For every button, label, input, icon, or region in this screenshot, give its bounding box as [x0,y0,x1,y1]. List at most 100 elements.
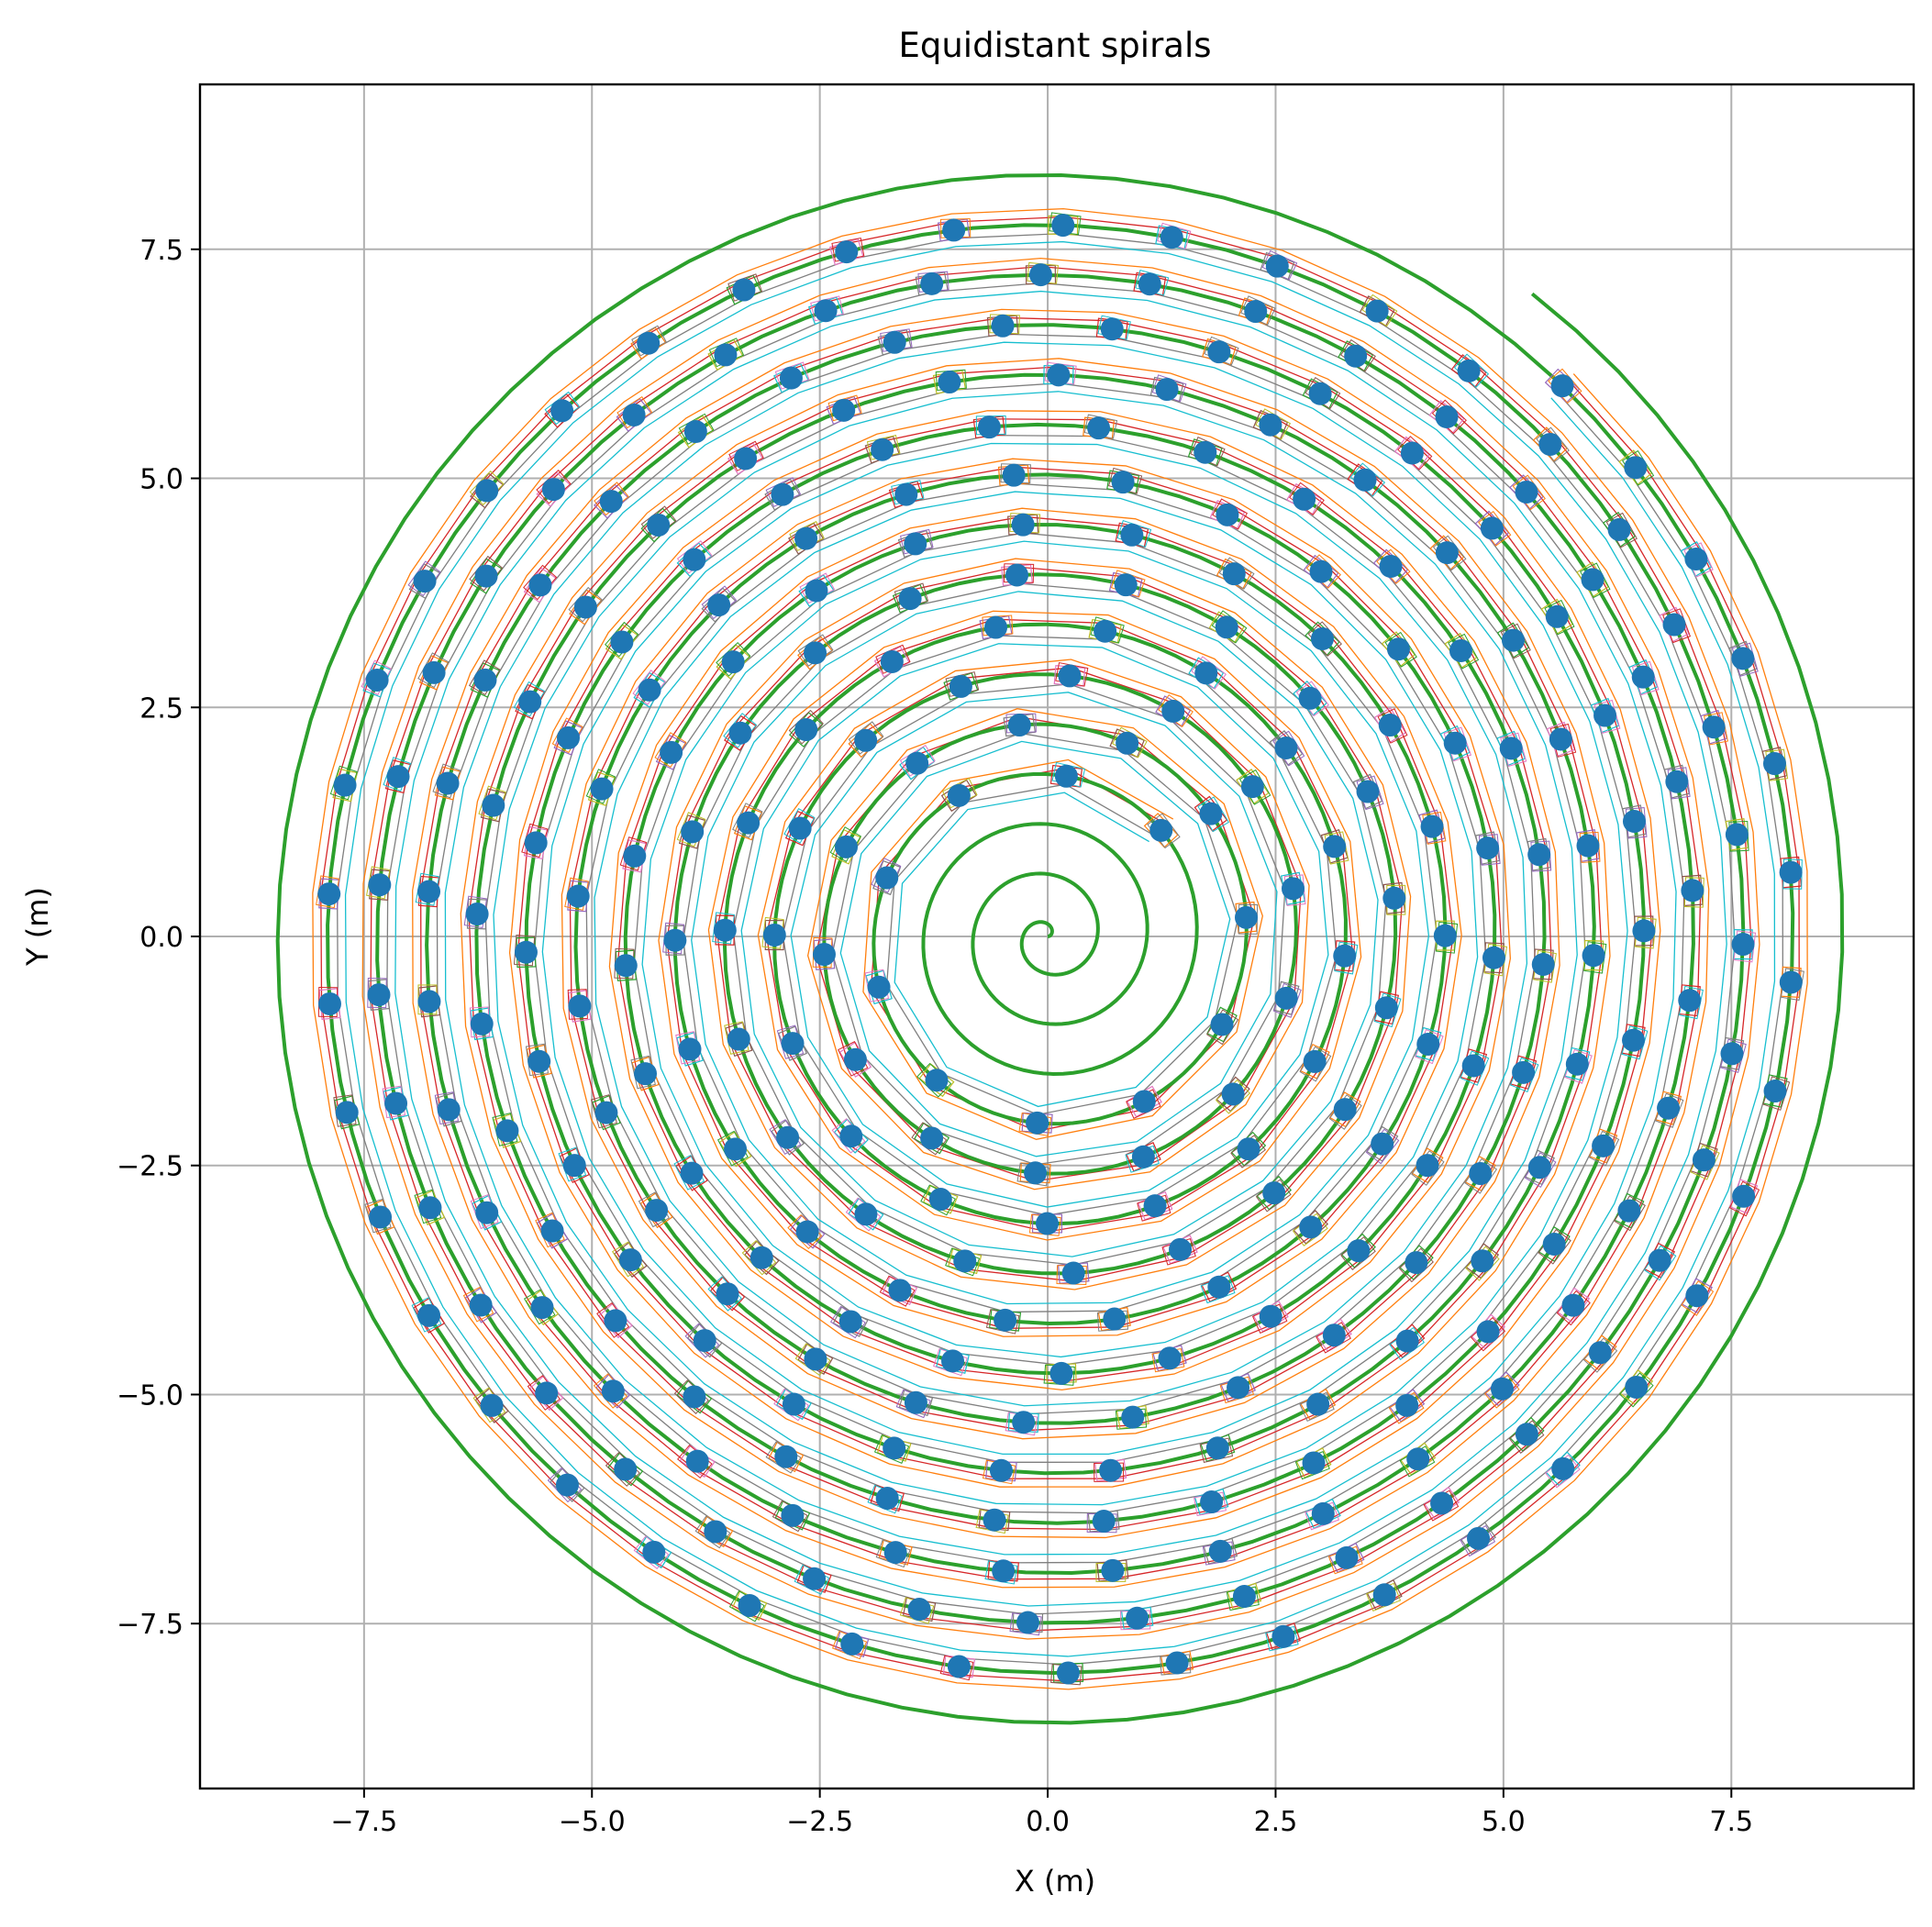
sample-point [1457,359,1481,382]
sample-point [1207,1275,1231,1299]
sample-point [774,1445,798,1468]
sample-point [1161,699,1185,723]
sample-point [367,983,391,1007]
sample-point [530,1296,554,1320]
sample-point [1779,970,1803,994]
sample-point [1395,1393,1419,1417]
sample-point [418,1196,442,1220]
sample-point [1657,1096,1681,1120]
sample-point [843,1047,867,1071]
sample-point [1435,541,1459,565]
y-tick-label: −2.5 [117,1151,183,1183]
sample-point [804,641,827,665]
sample-point [1051,214,1075,238]
x-tick-label: −7.5 [330,1806,397,1838]
sample-point [1386,637,1410,661]
sample-point [942,218,966,242]
sample-point [1165,1651,1189,1675]
sample-point [1469,1162,1493,1186]
sample-point [528,573,552,597]
sample-point [474,564,498,588]
sample-point [1725,823,1749,847]
sample-point [1047,363,1071,387]
sample-point [1435,404,1459,428]
sample-point [1335,1545,1359,1569]
sample-point [610,630,634,654]
sample-point [1210,1013,1234,1036]
sample-point [949,674,972,698]
sample-point [724,1137,748,1161]
sample-point [1240,775,1264,799]
sample-point [1244,300,1268,324]
sample-point [417,990,441,1013]
sample-point [1199,802,1223,825]
sample-point [947,1655,971,1678]
axes: −7.5 −5.0 −2.5 0.0 2.5 5.0 7.5 −7.5 −5.0 −2.5 0.0 2… [117,83,1915,1838]
sample-point [1333,944,1357,968]
sample-point [994,1308,1017,1332]
sample-point [888,1279,912,1302]
sample-point [941,1349,965,1373]
sample-point [1631,665,1655,689]
sample-point [1461,1054,1485,1078]
sample-point [417,880,441,903]
sample-point [1132,1090,1156,1113]
sample-point [749,1246,773,1269]
sample-point [1379,554,1403,578]
sample-point [1281,877,1305,901]
sample-point [883,330,906,354]
sample-point [704,1520,727,1544]
sample-point [1274,986,1298,1010]
sample-point [840,1632,864,1656]
sample-point [782,1392,805,1416]
sample-point [1205,1436,1229,1460]
sample-point [835,240,859,264]
sample-point [953,1249,977,1273]
sample-point [601,1379,625,1403]
sample-point [1158,1346,1182,1370]
sample-point [762,923,786,947]
sample-point [1322,1323,1346,1347]
sample-point [1131,1145,1155,1168]
sample-point [1607,517,1631,541]
sample-point [465,903,489,926]
sample-point [738,1594,761,1618]
sample-point [1333,1098,1357,1122]
x-tick-label: −5.0 [559,1806,626,1838]
sample-point [1169,1237,1193,1261]
sample-point [1430,1491,1454,1515]
sample-point [1476,836,1500,860]
sample-point [1480,516,1504,540]
sample-point [1512,1060,1536,1084]
sample-point [473,668,497,692]
sample-point [1138,272,1161,296]
sample-point [1515,1423,1538,1446]
sample-point [1731,933,1755,957]
sample-point [1143,1194,1167,1218]
sample-point [1678,989,1702,1013]
sample-point [1685,1284,1709,1308]
sample-point [1779,860,1803,884]
sample-point [622,403,646,426]
sample-point [663,928,687,952]
sample-point [550,399,574,423]
sample-point [992,1559,1016,1583]
sample-point [1662,613,1686,637]
sample-point [1625,1375,1649,1399]
sample-point [1099,1458,1123,1482]
sample-point [1061,1261,1085,1285]
sample-point [1116,731,1139,755]
sample-point [1550,374,1574,398]
sample-point [1684,547,1708,570]
y-tick-label: 5.0 [139,464,183,496]
sample-point [1581,568,1604,592]
sample-point [716,1282,739,1306]
sample-point [1482,946,1505,969]
sample-point [369,1205,393,1229]
sample-point [1299,1215,1323,1239]
sample-point [938,371,961,394]
sample-point [1622,809,1646,833]
sample-point [1049,1361,1073,1385]
sample-point [541,478,565,502]
sample-point [867,975,891,999]
